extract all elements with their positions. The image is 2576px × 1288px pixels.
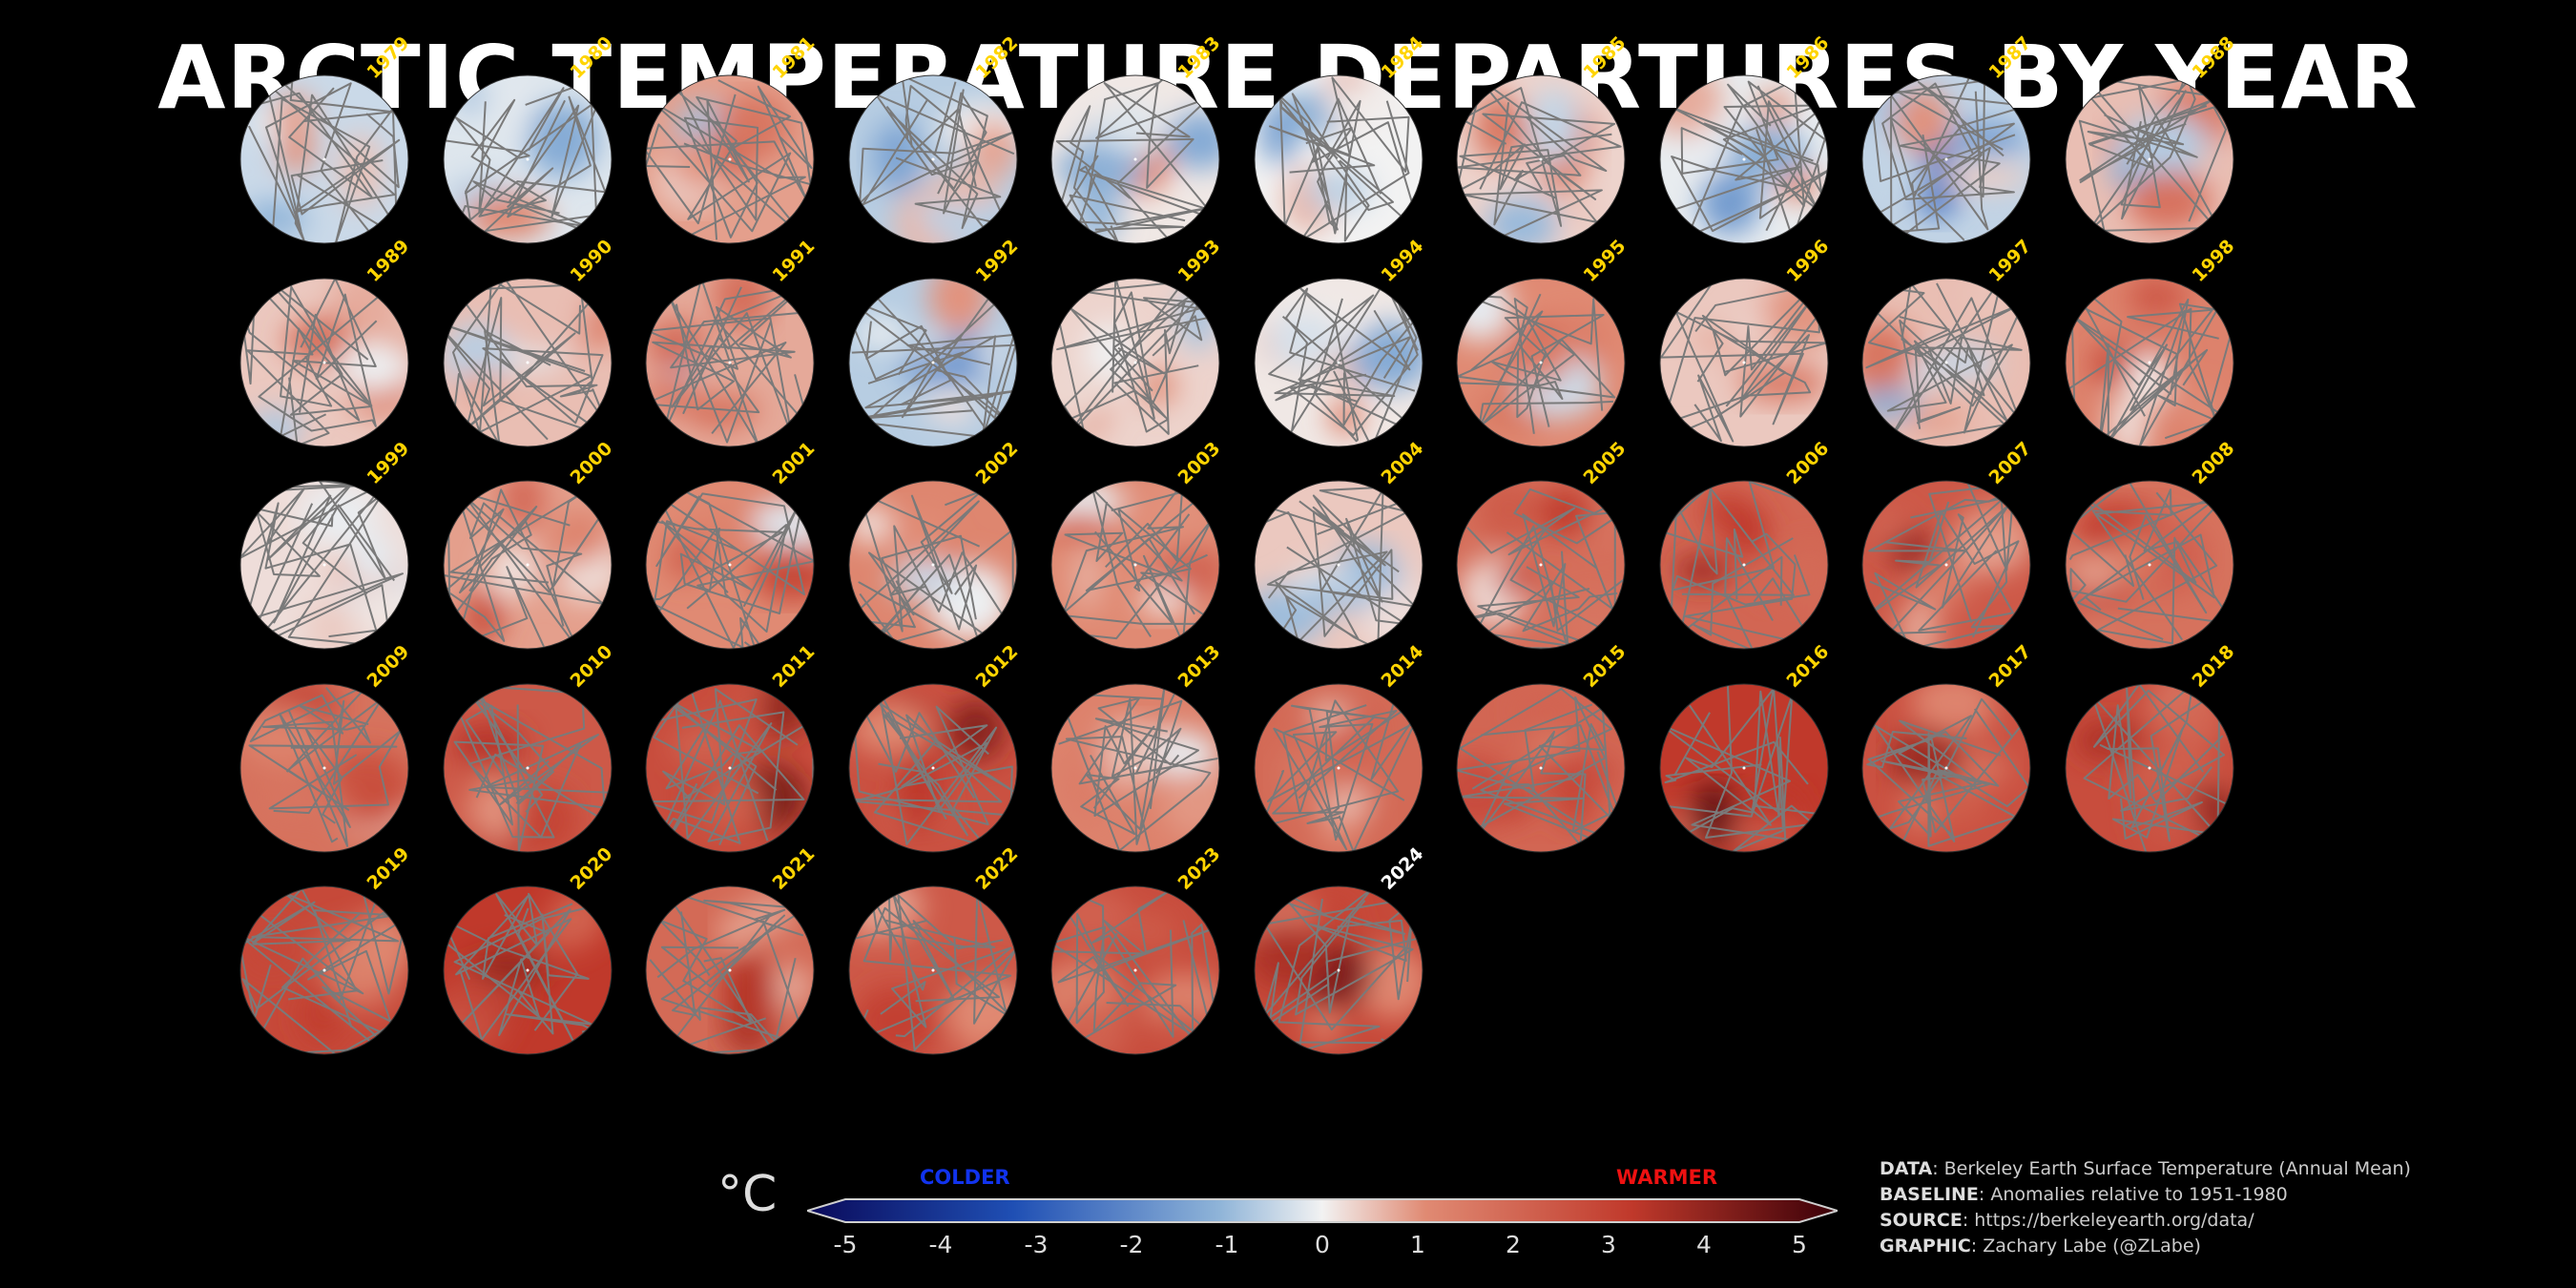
map-panel-1984 (1253, 73, 1424, 245)
map-panel-1982 (847, 73, 1019, 245)
map-panel-2006 (1658, 479, 1830, 651)
map-panel-2010 (442, 682, 613, 854)
map-panel-1995 (1455, 277, 1627, 448)
map-panel-2000 (442, 479, 613, 651)
map-panel-1991 (644, 277, 816, 448)
map-panel-2011 (644, 682, 816, 854)
colorbar-gradient (807, 1198, 1838, 1223)
colorbar-tick: -2 (1119, 1231, 1144, 1258)
map-panel-2004 (1253, 479, 1424, 651)
warmer-label: WARMER (1616, 1166, 1718, 1189)
colorbar-tick: 5 (1792, 1231, 1807, 1258)
map-panel-2008 (2064, 479, 2235, 651)
map-panel-1994 (1253, 277, 1424, 448)
map-panel-2007 (1860, 479, 2032, 651)
colorbar-tick: -1 (1215, 1231, 1239, 1258)
map-panel-1985 (1455, 73, 1627, 245)
credits: DATA: Berkeley Earth Surface Temperature… (1880, 1156, 2411, 1259)
map-panel-2017 (1860, 682, 2032, 854)
colorbar-tick: -3 (1024, 1231, 1049, 1258)
map-panel-1988 (2064, 73, 2235, 245)
map-panel-1999 (239, 479, 410, 651)
map-panel-1993 (1049, 277, 1221, 448)
map-panel-2020 (442, 884, 613, 1056)
colorbar-unit: °C (717, 1166, 778, 1223)
map-panel-1981 (644, 73, 816, 245)
year-map-grid: 1979 1980 1981 1982 1983 1984 1985 1986 1987 1988… (239, 32, 2238, 1056)
map-panel-1992 (847, 277, 1019, 448)
colorbar-tick: 0 (1315, 1231, 1330, 1258)
map-panel-2001 (644, 479, 816, 651)
credit-baseline: BASELINE: Anomalies relative to 1951-198… (1880, 1184, 2288, 1205)
credit-data: DATA: Berkeley Earth Surface Temperature… (1880, 1158, 2411, 1179)
map-panel-1996 (1658, 277, 1830, 448)
map-panel-1990 (442, 277, 613, 448)
map-panel-2013 (1049, 682, 1221, 854)
map-panel-2003 (1049, 479, 1221, 651)
colorbar-tick: -4 (928, 1231, 953, 1258)
colorbar-tick: -5 (833, 1231, 858, 1258)
credit-source: SOURCE: https://berkeleyearth.org/data/ (1880, 1210, 2254, 1231)
colorbar-tick: 3 (1601, 1231, 1616, 1258)
colorbar-tick: 2 (1506, 1231, 1521, 1258)
map-panel-2016 (1658, 682, 1830, 854)
map-panel-1986 (1658, 73, 1830, 245)
map-panel-1989 (239, 277, 410, 448)
map-panel-2023 (1049, 884, 1221, 1056)
map-panel-2005 (1455, 479, 1627, 651)
colder-label: COLDER (920, 1166, 1010, 1189)
colorbar-tick: 4 (1696, 1231, 1712, 1258)
map-panel-2024 (1253, 884, 1424, 1056)
map-panel-2019 (239, 884, 410, 1056)
map-panel-2012 (847, 682, 1019, 854)
map-panel-2022 (847, 884, 1019, 1056)
map-panel-2018 (2064, 682, 2235, 854)
map-panel-2009 (239, 682, 410, 854)
map-panel-1987 (1860, 73, 2032, 245)
map-panel-2021 (644, 884, 816, 1056)
colorbar (807, 1198, 1838, 1223)
map-panel-2002 (847, 479, 1019, 651)
map-panel-1997 (1860, 277, 2032, 448)
credit-graphic: GRAPHIC: Zachary Labe (@ZLabe) (1880, 1236, 2201, 1257)
map-panel-2014 (1253, 682, 1424, 854)
map-panel-1998 (2064, 277, 2235, 448)
map-panel-1980 (442, 73, 613, 245)
colorbar-tick: 1 (1410, 1231, 1425, 1258)
map-panel-2015 (1455, 682, 1627, 854)
map-panel-1979 (239, 73, 410, 245)
map-panel-1983 (1049, 73, 1221, 245)
